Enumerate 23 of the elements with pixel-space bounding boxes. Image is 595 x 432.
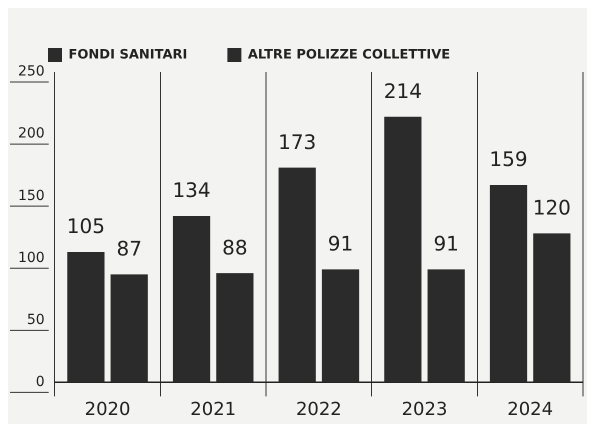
legend-label: ALTRE POLIZZE COLLETTIVE	[248, 47, 450, 62]
data-label: 88	[222, 235, 248, 260]
legend-label: FONDI SANITARI	[68, 47, 188, 62]
data-label: 91	[433, 232, 459, 256]
x-tick-label: 2023	[402, 398, 448, 420]
y-tick-label: 250	[18, 64, 45, 80]
x-tick-label: 2024	[507, 398, 554, 420]
data-label: 214	[384, 78, 422, 103]
x-tick-label: 2022	[296, 398, 342, 420]
x-tick-label: 2021	[190, 398, 236, 420]
x-tick-label: 2020	[84, 398, 130, 420]
data-label: 87	[116, 236, 142, 261]
y-tick-label: 150	[18, 188, 45, 204]
data-label: 120	[532, 196, 571, 220]
data-label: 159	[489, 147, 528, 172]
data-label: 173	[278, 130, 316, 154]
y-tick-label: 0	[36, 374, 45, 390]
data-label: 91	[328, 232, 354, 256]
y-tick-label: 50	[26, 312, 45, 328]
y-tick-label: 100	[18, 250, 45, 266]
data-label: 105	[66, 214, 105, 238]
data-label: 134	[172, 178, 211, 202]
y-tick-label: 200	[18, 126, 45, 142]
